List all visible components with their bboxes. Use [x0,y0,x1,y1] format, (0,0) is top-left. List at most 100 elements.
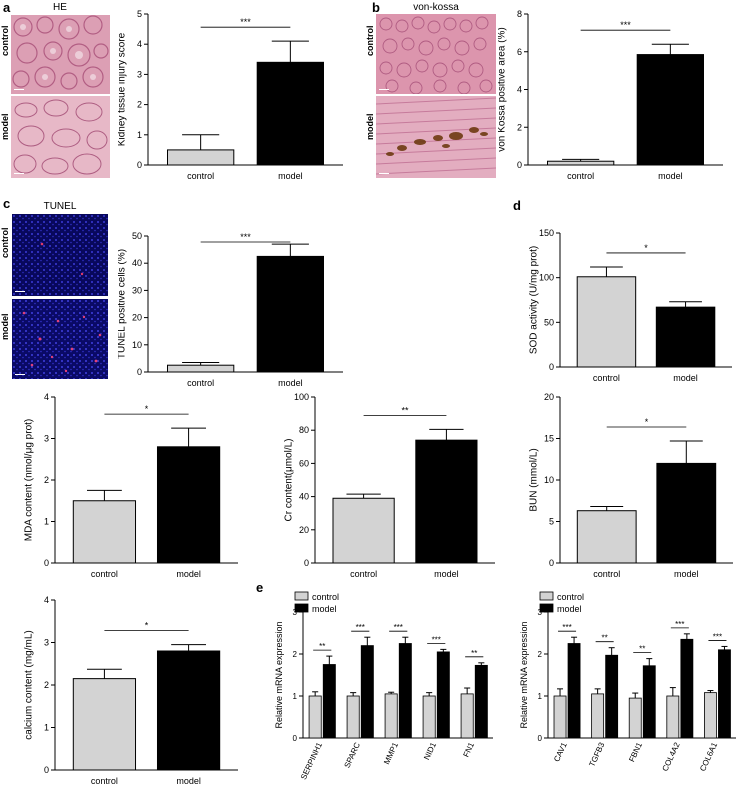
y-axis-label: calcium content (mg/mL) [24,630,35,739]
y-tick-label: 40 [299,492,309,502]
x-tick-label: SPARC [342,741,362,769]
mda-chart: 0 1 2 3 4 MDA content (nmol/μg prot) control mo… [24,392,238,579]
significance-marker: * [145,621,149,631]
y-tick-label: 50 [544,317,554,327]
tunel-control-micrograph [12,214,108,296]
x-tick-label: model [278,378,303,388]
panel-label-b: b [372,0,380,15]
bar-model [655,306,716,368]
y-tick-label: 4 [137,39,142,49]
y-tick-label: 20 [299,525,309,535]
significance-marker: * [644,243,648,253]
bar-control [576,510,637,564]
scale-bar [14,89,24,90]
y-tick-label: 0 [549,558,554,568]
tunel-chart: 0 10 20 30 40 50 TUNEL positive cells (%) contr… [118,231,343,388]
y-tick-label: 1 [538,692,543,701]
significance-marker: *** [432,635,441,644]
y-axis-label: Kidney tissue injury score [118,32,128,146]
y-tick-label: 5 [137,9,142,19]
x-tick-label: TGFB3 [587,741,606,769]
y-tick-label: 30 [132,285,142,295]
x-tick-label: control [91,776,118,786]
y-tick-label: 20 [544,392,554,402]
y-tick-label: 15 [544,434,554,444]
significance-marker: ** [319,642,325,651]
x-tick-label: control [350,569,377,579]
bar-control-NID1 [422,695,436,739]
bar-control-COL4A2 [666,695,680,739]
he-model-texture [11,96,110,178]
scale-bar [379,173,389,174]
he-model-micrograph [11,96,110,178]
x-tick-label: control [91,569,118,579]
bar-model-TGFB3 [605,654,619,739]
y-tick-label: 40 [132,258,142,268]
scale-bar [15,291,25,292]
x-tick-label: NID1 [422,741,438,762]
y-tick-label: 1 [44,723,49,733]
vk-control-texture [376,14,496,94]
y-tick-label: 0 [137,367,142,377]
bar-control-MMP1 [384,693,398,739]
y-tick-label: 0 [549,362,554,372]
y-tick-label: 2 [44,680,49,690]
panel-label-c: c [3,196,11,211]
bar-control [72,678,137,771]
x-tick-label: model [176,569,201,579]
y-tick-label: 100 [294,392,309,402]
y-tick-label: 1 [44,517,49,527]
y-tick-label: 2 [517,122,522,132]
calcium-chart: 0 1 2 3 4 calcium content (mg/mL) control model… [24,595,238,786]
y-tick-label: 4 [44,595,49,605]
x-tick-label: control [187,378,214,388]
y-tick-label: 8 [517,9,522,19]
significance-marker: ** [639,645,645,654]
x-tick-label: control [593,373,620,383]
bar-control-FBN1 [628,697,642,739]
bar-model-FBN1 [642,665,656,739]
sod-chart: 0 50 100 150 SOD activity (U/mg prot) control… [529,228,732,383]
he-control-texture [11,15,110,94]
bar-model [415,439,478,564]
y-tick-label: 0 [44,558,49,568]
significance-marker: *** [713,632,722,641]
legend-label-control: control [312,592,339,602]
x-tick-label: control [593,569,620,579]
bar-model-CAV1 [567,643,581,739]
significance-marker: *** [240,232,251,242]
bar-control-FN1 [460,693,474,739]
significance-marker: *** [675,620,684,629]
significance-marker: ** [602,634,608,643]
y-tick-label: 3 [538,608,543,617]
bar-control [72,500,137,564]
y-axis-label: TUNEL positive cells (%) [118,249,128,359]
y-tick-label: 10 [544,475,554,485]
y-tick-label: 100 [539,273,554,283]
x-tick-label: model [674,569,699,579]
tunel-title: TUNEL [43,201,77,212]
significance-marker: * [645,417,649,427]
he-row-label-model: model [0,113,10,140]
tunel-row-label-model: model [0,313,10,340]
legend-swatch-model [539,603,554,613]
bar-control-TGFB3 [591,693,605,739]
panel-label-e: e [256,580,264,595]
bar-control [547,160,615,166]
bar-model [156,446,221,564]
y-tick-label: 0 [44,765,49,775]
scale-bar [15,374,25,375]
bar-model-SERPINH1 [322,664,336,739]
bar-control [167,149,235,166]
y-tick-label: 2 [137,100,142,110]
x-tick-label: COL6A1 [698,741,719,773]
mrna-chart-right: 0 1 2 3 Relative mRNA expression *** CAV1 ** TGF… [519,591,736,773]
vk-row-label-control: control [365,25,375,57]
x-tick-label: SERPINH1 [299,741,324,782]
y-tick-label: 2 [44,475,49,485]
y-axis-label: Cr content(μmol/L) [284,438,295,521]
panel-label-d: d [513,198,521,213]
bar-control-SERPINH1 [308,695,322,739]
x-tick-label: model [673,373,698,383]
bar-control-SPARC [346,695,360,739]
